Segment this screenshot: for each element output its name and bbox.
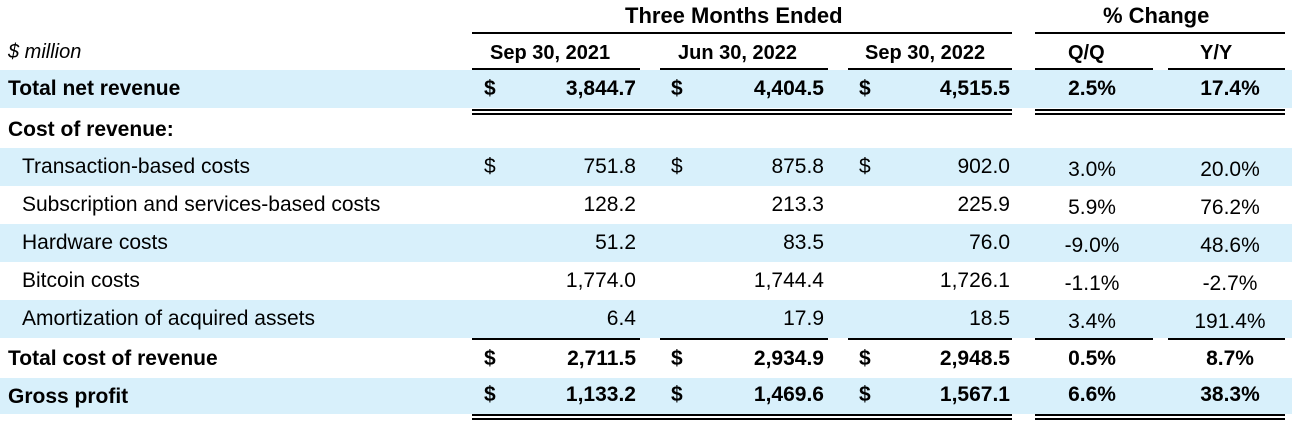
value-sep-2021: 6.4 — [606, 307, 636, 330]
rule-amortization-5 — [1168, 338, 1285, 340]
group-header-three-months: Three Months Ended — [625, 3, 843, 28]
value-sep-2022: 4,515.5 — [939, 77, 1010, 100]
rule-gross-profit-d — [1035, 418, 1285, 420]
value-sep-2022: 225.9 — [957, 193, 1010, 216]
currency-symbol: $ — [671, 383, 683, 406]
row-label: Gross profit — [8, 385, 129, 408]
rule-total-net-revenue-d — [1035, 113, 1285, 115]
currency-symbol: $ — [859, 383, 871, 406]
table-row-cost-of-revenue-header: Cost of revenue: — [0, 111, 1292, 149]
table-row-amortization: Amortization of acquired assets 6.4 17.9… — [0, 300, 1292, 338]
row-label: Subscription and services-based costs — [22, 193, 381, 216]
currency-symbol: $ — [859, 77, 871, 100]
value-sep-2021: 751.8 — [583, 155, 636, 178]
currency-symbol: $ — [671, 155, 683, 178]
value-sep-2022: 2,948.5 — [939, 347, 1010, 370]
value-sep-2022: 76.0 — [969, 231, 1010, 254]
group-header-rule-pct-change — [1035, 32, 1285, 34]
row-label: Total cost of revenue — [8, 347, 218, 370]
value-sep-2021: 2,711.5 — [567, 347, 636, 370]
value-yy: 17.4% — [1200, 77, 1260, 100]
currency-symbol: $ — [484, 383, 496, 406]
value-sep-2021: 1,774.0 — [565, 269, 636, 292]
table-row-bitcoin-costs: Bitcoin costs 1,774.0 1,744.4 1,726.1 -1… — [0, 262, 1292, 300]
value-sep-2021: 128.2 — [583, 193, 636, 216]
column-header-sep-2022: Sep 30, 2022 — [865, 42, 986, 64]
value-sep-2021: 1,133.2 — [565, 383, 636, 406]
column-header-jun-2022: Jun 30, 2022 — [678, 42, 797, 64]
value-yy: 191.4% — [1194, 310, 1266, 333]
table-row-gross-profit: Gross profit $ 1,133.2 $ 1,469.6 $ 1,567… — [0, 378, 1292, 414]
table-row-subscription-costs: Subscription and services-based costs 12… — [0, 186, 1292, 224]
currency-symbol: $ — [671, 347, 683, 370]
value-jun-2022: 4,404.5 — [753, 77, 824, 100]
table-row-total-cost-of-revenue: Total cost of revenue $ 2,711.5 $ 2,934.… — [0, 340, 1292, 378]
value-qq: 3.0% — [1068, 158, 1116, 181]
value-jun-2022: 213.3 — [771, 193, 824, 216]
column-header-rule-3 — [848, 68, 1012, 70]
row-label: Bitcoin costs — [22, 269, 140, 292]
currency-symbol: $ — [484, 347, 496, 370]
value-jun-2022: 875.8 — [771, 155, 824, 178]
value-qq: 6.6% — [1068, 383, 1116, 406]
value-yy: 48.6% — [1200, 234, 1260, 257]
value-qq: 0.5% — [1068, 347, 1116, 370]
value-yy: 8.7% — [1206, 347, 1254, 370]
units-label: $ million — [8, 41, 82, 63]
value-sep-2022: 1,726.1 — [939, 269, 1010, 292]
column-header-sep-2021: Sep 30, 2021 — [490, 42, 611, 64]
rule-amortization-2 — [660, 338, 828, 340]
value-yy: -2.7% — [1202, 272, 1258, 295]
column-header-qq: Q/Q — [1068, 42, 1105, 64]
column-header-yy: Y/Y — [1200, 42, 1233, 64]
value-sep-2022: 18.5 — [969, 307, 1010, 330]
table-row-total-net-revenue: Total net revenue $ 3,844.7 $ 4,404.5 $ … — [0, 70, 1292, 108]
rule-gross-profit-b — [472, 418, 1012, 420]
row-label: Transaction-based costs — [22, 155, 250, 178]
currency-symbol: $ — [671, 77, 683, 100]
row-label: Cost of revenue: — [8, 118, 174, 141]
value-qq: 5.9% — [1068, 196, 1116, 219]
rule-amortization-3 — [848, 338, 1012, 340]
table-row-transaction-based-costs: Transaction-based costs $ 751.8 $ 875.8 … — [0, 148, 1292, 186]
row-label: Hardware costs — [22, 231, 168, 254]
value-sep-2022: 1,567.1 — [939, 383, 1010, 406]
value-yy: 76.2% — [1200, 196, 1260, 219]
value-qq: -9.0% — [1064, 234, 1120, 257]
value-sep-2021: 51.2 — [595, 231, 636, 254]
column-header-rule-4 — [1035, 68, 1153, 70]
currency-symbol: $ — [484, 155, 496, 178]
row-label: Amortization of acquired assets — [22, 307, 315, 330]
rule-total-net-revenue-a — [472, 109, 1012, 111]
value-jun-2022: 1,744.4 — [753, 269, 824, 292]
value-sep-2022: 902.0 — [957, 155, 1010, 178]
column-header-rule-5 — [1168, 68, 1285, 70]
value-qq: 3.4% — [1068, 310, 1116, 333]
currency-symbol: $ — [859, 155, 871, 178]
row-label: Total net revenue — [8, 77, 181, 100]
value-sep-2021: 3,844.7 — [565, 77, 636, 100]
rule-amortization-1 — [472, 338, 640, 340]
rule-total-net-revenue-b — [472, 113, 1012, 115]
column-header-rule-2 — [660, 68, 828, 70]
value-qq: -1.1% — [1064, 272, 1120, 295]
table-row-hardware-costs: Hardware costs 51.2 83.5 76.0 -9.0% 48.6… — [0, 224, 1292, 262]
group-header-pct-change: % Change — [1103, 3, 1210, 28]
value-qq: 2.5% — [1068, 77, 1116, 100]
currency-symbol: $ — [484, 77, 496, 100]
value-jun-2022: 83.5 — [783, 231, 824, 254]
value-jun-2022: 2,934.9 — [753, 347, 824, 370]
value-yy: 38.3% — [1200, 383, 1260, 406]
rule-gross-profit-a — [472, 414, 1012, 416]
value-yy: 20.0% — [1200, 158, 1260, 181]
rule-amortization-4 — [1035, 338, 1153, 340]
group-header-rule-three-months — [472, 32, 1012, 34]
value-jun-2022: 1,469.6 — [753, 383, 824, 406]
currency-symbol: $ — [859, 347, 871, 370]
rule-gross-profit-c — [1035, 414, 1285, 416]
value-jun-2022: 17.9 — [783, 307, 824, 330]
rule-total-net-revenue-c — [1035, 109, 1285, 111]
column-header-rule-1 — [472, 68, 640, 70]
